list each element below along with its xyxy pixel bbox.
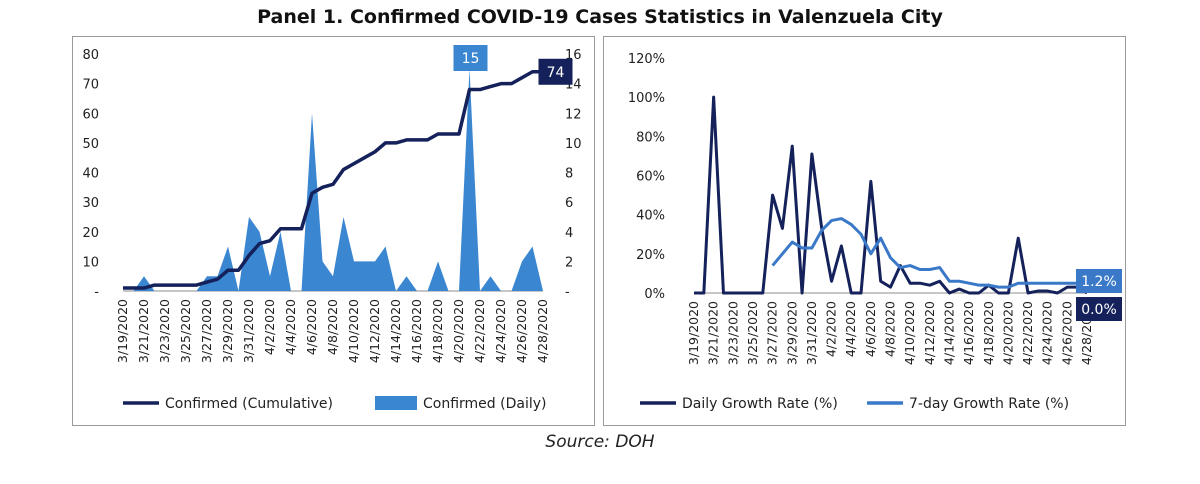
- y-left-tick-label: 70: [82, 78, 99, 93]
- x-tick-label: 3/27/2020: [765, 301, 780, 365]
- y-left-tick-label: 10: [82, 255, 99, 270]
- x-tick-label: 4/4/2020: [283, 299, 298, 355]
- x-tick-label: 4/24/2020: [493, 299, 508, 363]
- x-tick-label: 3/27/2020: [199, 299, 214, 363]
- legend-label-7day-growth: 7-day Growth Rate (%): [909, 396, 1069, 412]
- x-tick-label: 3/29/2020: [220, 299, 235, 363]
- x-tick-label: 4/2/2020: [824, 301, 839, 357]
- x-tick-label: 4/20/2020: [1000, 301, 1015, 365]
- y-right-tick-label: 4: [565, 226, 573, 241]
- cases-chart-panel: -10 20 30 40 50 60 70 80-2 4 6 8 10 12 14 16 3/19/2020 3…: [72, 36, 595, 426]
- x-tick-label: 4/14/2020: [941, 301, 956, 365]
- x-tick-label: 4/12/2020: [922, 301, 937, 365]
- end-label-box: [1076, 269, 1122, 293]
- y-right-tick-label: 12: [565, 107, 582, 122]
- x-tick-label: 4/26/2020: [1059, 301, 1074, 365]
- y-tick-label: 0%: [644, 287, 665, 302]
- x-tick-label: 4/2/2020: [262, 299, 277, 355]
- y-left-tick-label: 60: [82, 107, 99, 122]
- legend-label-daily-growth: Daily Growth Rate (%): [682, 396, 838, 412]
- x-tick-label: 3/31/2020: [804, 301, 819, 365]
- x-tick-label: 4/8/2020: [883, 301, 898, 357]
- data-label-box: [538, 58, 573, 85]
- x-tick-label: 4/20/2020: [451, 299, 466, 363]
- y-right-tick-label: -: [565, 285, 570, 300]
- data-label: 15: [462, 51, 480, 67]
- y-left-tick-label: -: [94, 285, 99, 300]
- x-tick-label: 4/6/2020: [304, 299, 319, 355]
- page-title: Panel 1. Confirmed COVID-19 Cases Statis…: [257, 6, 943, 28]
- end-label-box: [1076, 297, 1122, 321]
- data-label-box: [453, 45, 488, 71]
- end-label: 0.0%: [1081, 302, 1117, 318]
- legend-label-cumulative: Confirmed (Cumulative): [165, 396, 333, 412]
- y-tick-label: 100%: [628, 91, 665, 106]
- source-note: Source: DOH: [545, 432, 655, 452]
- x-tick-label: 4/14/2020: [388, 299, 403, 363]
- x-tick-label: 4/24/2020: [1040, 301, 1055, 365]
- series-cumulative-line: [123, 70, 543, 290]
- x-tick-label: 4/22/2020: [472, 299, 487, 363]
- x-tick-label: 3/31/2020: [241, 299, 256, 363]
- x-tick-label: 3/29/2020: [784, 301, 799, 365]
- x-tick-label: 4/10/2020: [902, 301, 917, 365]
- legend-label-daily: Confirmed (Daily): [423, 396, 546, 412]
- x-tick-label: 4/16/2020: [961, 301, 976, 365]
- x-tick-label: 3/23/2020: [725, 301, 740, 365]
- series-daily-area: [123, 68, 543, 291]
- x-tick-label: 4/10/2020: [346, 299, 361, 363]
- x-tick-label: 4/22/2020: [1020, 301, 1035, 365]
- x-tick-label: 4/18/2020: [430, 299, 445, 363]
- x-tick-label: 4/26/2020: [514, 299, 529, 363]
- growth-chart: 0% 20% 40% 60% 80% 100% 120% 3/19/2020 3/21/2020…: [628, 52, 1122, 412]
- y-left-tick-label: 40: [82, 167, 99, 182]
- x-tick-label: 3/19/2020: [115, 299, 130, 363]
- x-tick-label: 4/16/2020: [409, 299, 424, 363]
- x-tick-label: 4/6/2020: [863, 301, 878, 357]
- y-right-tick-label: 2: [565, 255, 573, 270]
- y-tick-label: 40%: [636, 209, 665, 224]
- x-tick-label: 3/21/2020: [136, 299, 151, 363]
- series-7day-growth-line: [771, 217, 1087, 289]
- y-left-tick-label: 20: [82, 226, 99, 241]
- y-left-tick-label: 30: [82, 196, 99, 211]
- y-left-tick-label: 50: [82, 137, 99, 152]
- x-tick-label: 3/23/2020: [157, 299, 172, 363]
- x-tick-label: 3/21/2020: [706, 301, 721, 365]
- data-label: 74: [547, 65, 565, 81]
- x-tick-label: 4/4/2020: [843, 301, 858, 357]
- x-tick-label: 4/28/2020: [535, 299, 550, 363]
- y-right-tick-label: 10: [565, 137, 582, 152]
- x-tick-label: 4/18/2020: [981, 301, 996, 365]
- y-tick-label: 60%: [636, 170, 665, 185]
- y-tick-label: 120%: [628, 52, 665, 67]
- end-label: 1.2%: [1081, 274, 1117, 290]
- x-tick-label: 3/25/2020: [178, 299, 193, 363]
- growth-chart-panel: 0% 20% 40% 60% 80% 100% 120% 3/19/2020 3/21/2020…: [603, 36, 1126, 426]
- y-right-tick-label: 8: [565, 167, 573, 182]
- legend-swatch-daily: [375, 396, 417, 410]
- y-right-tick-label: 6: [565, 196, 573, 211]
- x-tick-label: 3/19/2020: [686, 301, 701, 365]
- y-tick-label: 20%: [636, 248, 665, 263]
- x-tick-label: 3/25/2020: [745, 301, 760, 365]
- x-tick-label: 4/8/2020: [325, 299, 340, 355]
- y-tick-label: 80%: [636, 130, 665, 145]
- y-left-tick-label: 80: [82, 48, 99, 63]
- series-daily-growth-line: [694, 95, 1088, 295]
- x-tick-label: 4/12/2020: [367, 299, 382, 363]
